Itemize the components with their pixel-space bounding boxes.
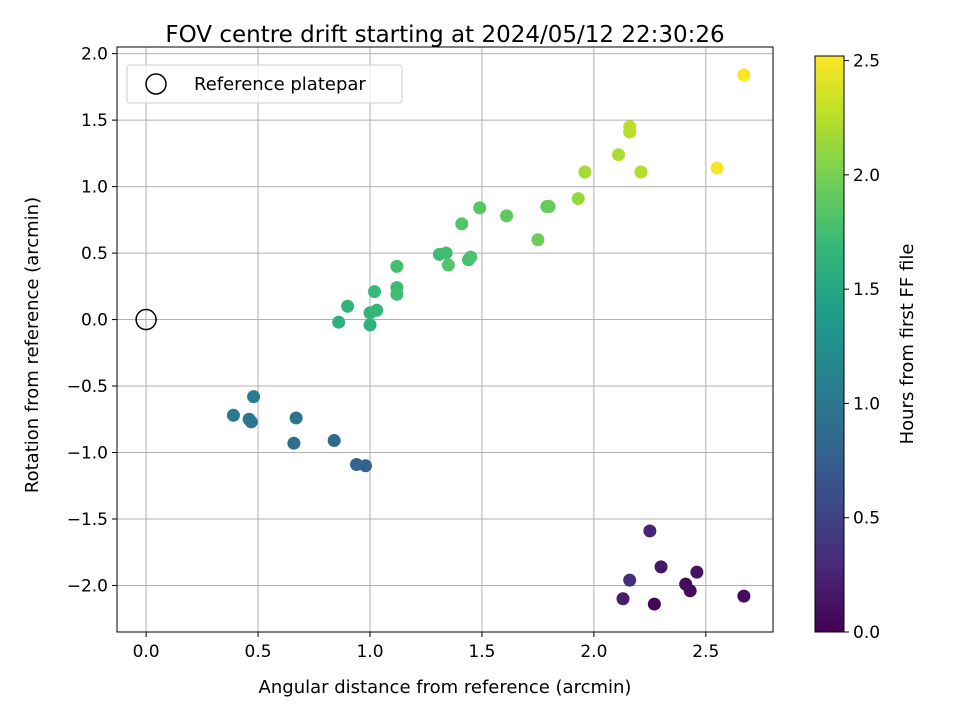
legend: Reference platepar [126,64,403,104]
y-tick-label: −2.0 [67,576,108,596]
legend-marker-circle [145,73,167,95]
x-tick-label: 2.5 [692,642,719,662]
x-axis-ticks: 0.0 0.5 1.0 1.5 2.0 2.5 [133,632,719,662]
data-point [332,315,346,329]
data-point [679,577,693,591]
x-axis-label: Angular distance from reference (arcmin) [259,677,632,698]
data-point [247,390,261,404]
y-tick-label: −1.5 [67,510,108,530]
x-tick-label: 1.0 [356,642,383,662]
y-tick-label: 0.0 [81,311,108,331]
colorbar-tick-label: 2.5 [853,52,880,72]
x-tick-label: 1.5 [468,642,495,662]
data-point [390,259,404,273]
data-point [473,201,487,215]
data-point [634,165,648,179]
data-points [226,68,751,611]
data-point [647,597,661,611]
colorbar-tick-label: 0.0 [853,623,880,643]
colorbar-ticks: 0.0 0.5 1.0 1.5 2.0 2.5 [844,52,880,643]
reference-marker-layer [135,308,157,331]
colorbar-tick-label: 1.0 [853,394,880,414]
data-point [737,68,751,82]
data-point [327,434,341,448]
chart-title: FOV centre drift starting at 2024/05/12 … [165,22,724,48]
y-tick-label: −1.0 [67,444,108,464]
colorbar-tick-label: 2.0 [853,166,880,186]
data-point [616,592,630,606]
y-axis-ticks: −2.0 −1.5 −1.0 −0.5 0.0 0.5 1.0 1.5 2.0 [67,45,117,596]
data-point [341,299,355,313]
legend-box [126,64,403,104]
data-point [612,148,626,162]
data-point [439,246,453,260]
data-point [244,415,258,429]
colorbar-gradient [814,55,845,633]
x-tick-label: 0.0 [133,642,160,662]
colorbar-label: Hours from first FF file [897,244,918,445]
y-tick-label: 2.0 [81,45,108,65]
data-point [578,165,592,179]
data-point [737,589,751,603]
grid-lines [117,47,773,632]
data-point [226,408,240,422]
data-point [623,573,637,587]
data-point [287,436,301,450]
plot-frame [116,46,774,633]
data-point [710,161,724,175]
colorbar: 0.0 0.5 1.0 1.5 2.0 2.5 Hours from first FF f… [814,52,918,643]
legend-label: Reference platepar [194,74,366,95]
colorbar-tick-label: 0.5 [853,509,880,529]
data-point [441,258,455,272]
x-tick-label: 2.0 [580,642,607,662]
y-tick-label: 1.0 [81,178,108,198]
data-point [571,192,585,206]
data-point [367,285,381,299]
data-point [500,209,514,223]
data-point [542,200,556,214]
data-point [350,457,364,471]
y-tick-label: 1.5 [81,111,108,131]
data-point [531,233,545,247]
data-point [289,411,303,425]
data-point [690,565,704,579]
data-point [455,217,469,231]
y-tick-label: 0.5 [81,244,108,264]
data-point [370,303,384,317]
data-point [623,120,637,134]
data-point [654,560,668,574]
y-axis-label: Rotation from reference (arcmin) [22,197,43,493]
data-point [390,287,404,301]
data-point [643,524,657,538]
data-point [363,318,377,332]
y-tick-label: −0.5 [67,377,108,397]
data-point [464,250,478,264]
colorbar-tick-label: 1.5 [853,280,880,300]
x-tick-label: 0.5 [245,642,272,662]
reference-platepar-marker [135,308,157,331]
